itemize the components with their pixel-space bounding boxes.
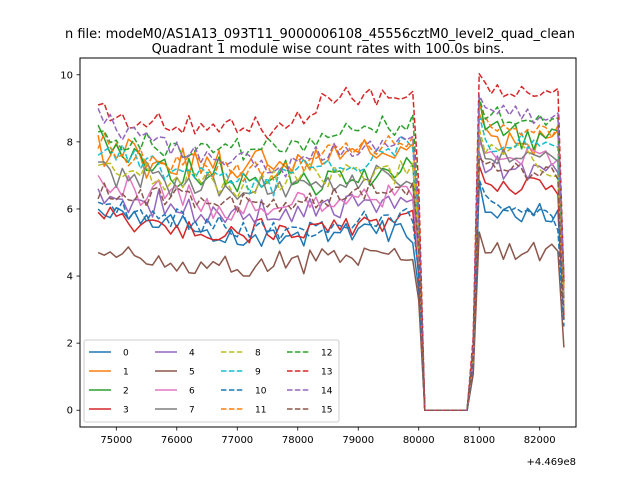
legend-label-7: 7 [189,406,195,416]
x-tick-label: 80000 [403,435,435,446]
x-tick-label: 77000 [221,435,253,446]
legend-label-11: 11 [255,406,266,416]
legend-label-12: 12 [321,349,332,359]
legend-box [83,339,340,423]
x-tick-label: 81000 [463,435,495,446]
axes-layer: 75000 76000 77000 78000 79000 80000 81000 82000… [60,70,555,446]
x-tick-label: 75000 [100,435,132,446]
y-tick-label: 6 [67,204,73,215]
legend-label-6: 6 [189,387,195,397]
legend-label-8: 8 [255,349,261,359]
series-line-5 [97,231,565,411]
legend-label-9: 9 [255,368,261,378]
y-tick-label: 10 [60,70,73,81]
series-line-14 [97,94,565,411]
series-line-0 [97,181,565,411]
series-layer [97,73,565,411]
legend-label-15: 15 [321,406,332,416]
x-offset-label: +4.469e8 [526,457,576,468]
x-tick-label: 79000 [342,435,374,446]
legend-label-1: 1 [123,368,129,378]
legend-label-2: 2 [123,387,129,397]
series-line-9 [97,114,565,411]
legend-label-13: 13 [321,368,332,378]
legend-label-10: 10 [255,387,267,397]
series-line-15 [97,156,565,411]
chart-suptitle: n file: modeM0/AS1A13_093T11_9000006108_… [65,27,575,42]
legend-label-0: 0 [123,349,129,359]
series-line-10 [97,179,565,411]
series-line-3 [97,164,565,411]
y-tick-label: 0 [67,406,73,417]
series-line-13 [97,73,565,411]
y-tick-label: 4 [67,272,73,283]
y-tick-label: 2 [67,339,73,350]
plot-frame [79,57,577,428]
series-line-8 [97,127,565,411]
y-tick-label: 8 [67,137,73,148]
x-tick-label: 82000 [524,435,556,446]
legend-label-3: 3 [123,406,129,416]
chart-title: Quadrant 1 module wise count rates with … [152,42,505,57]
x-tick-label: 76000 [161,435,193,446]
x-tick-label: 78000 [282,435,314,446]
legend-label-14: 14 [321,387,333,397]
series-line-6 [97,140,565,411]
legend-label-4: 4 [189,349,195,359]
series-line-7 [98,134,565,411]
legend-label-5: 5 [189,368,195,378]
